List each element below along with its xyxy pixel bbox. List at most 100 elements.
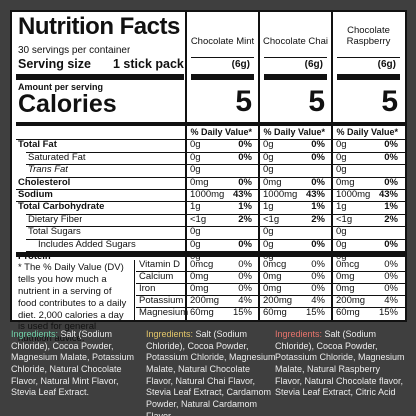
footnote-divider bbox=[134, 260, 135, 320]
flavor-thick-rule bbox=[264, 74, 327, 80]
column-divider bbox=[331, 12, 333, 320]
thick-rule-bottom bbox=[16, 252, 405, 257]
daily-value-header: % Daily Value* bbox=[263, 128, 325, 137]
mineral-amount: 0mcg bbox=[190, 260, 214, 270]
row-rule bbox=[16, 189, 405, 190]
thick-rule-top bbox=[16, 74, 184, 80]
nutrient-percent: 0% bbox=[311, 140, 325, 150]
ingredients-block: Ingredients: Salt (Sodium Chloride), Coc… bbox=[146, 329, 276, 416]
nutrient-amount: 0g bbox=[190, 165, 201, 175]
nutrient-percent: 0% bbox=[384, 239, 398, 250]
nutrient-percent: 0% bbox=[311, 177, 325, 188]
mineral-amount: 60mg bbox=[190, 308, 214, 318]
nutrient-amount: 0g bbox=[336, 227, 347, 237]
label-title: Nutrition Facts bbox=[18, 15, 180, 39]
nutrient-amount: <1g bbox=[263, 214, 280, 225]
nutrient-label: Cholesterol bbox=[18, 177, 71, 188]
ingredients-text: Salt (Sodium Chloride), Cocoa Powder, Po… bbox=[275, 329, 405, 398]
mineral-percent: 0% bbox=[311, 260, 325, 270]
mineral-percent: 0% bbox=[238, 272, 252, 282]
calories-label: Calories bbox=[18, 92, 117, 117]
flavor-thick-rule bbox=[191, 74, 254, 80]
mineral-amount: 60mg bbox=[336, 308, 360, 318]
mineral-amount: 0mcg bbox=[263, 260, 287, 270]
row-rule bbox=[26, 176, 405, 178]
mineral-label: Magnesium bbox=[139, 308, 189, 318]
nutrient-percent: 0% bbox=[311, 239, 325, 250]
nutrient-label: Total Sugars bbox=[28, 227, 81, 237]
nutrient-percent: 2% bbox=[311, 214, 325, 225]
nutrient-amount: 0g bbox=[190, 140, 201, 150]
row-rule bbox=[26, 151, 405, 153]
calories-value: 5 bbox=[381, 87, 398, 117]
nutrient-amount: 0g bbox=[190, 227, 201, 237]
mineral-percent: 0% bbox=[238, 284, 252, 294]
row-rule bbox=[26, 164, 405, 166]
column-divider bbox=[258, 12, 260, 320]
nutrient-percent: 43% bbox=[305, 190, 325, 200]
nutrient-label: Includes Added Sugars bbox=[38, 239, 136, 250]
nutrient-amount: 0g bbox=[263, 140, 274, 150]
serving-grams: (6g) bbox=[304, 60, 323, 70]
nutrient-percent: 0% bbox=[384, 152, 398, 163]
nutrient-percent: 0% bbox=[311, 152, 325, 163]
mineral-percent: 0% bbox=[384, 260, 398, 270]
row-rule bbox=[136, 283, 405, 284]
mineral-amount: 60mg bbox=[263, 308, 287, 318]
mineral-amount: 200mg bbox=[263, 296, 293, 306]
flavor-name: Chocolate Chai bbox=[263, 37, 328, 47]
flavor-name: Chocolate Raspberry bbox=[346, 26, 391, 47]
mineral-amount: 200mg bbox=[336, 296, 366, 306]
mineral-amount: 0mcg bbox=[336, 260, 360, 270]
nutrient-label: Total Fat bbox=[18, 140, 57, 150]
mineral-label: Vitamin D bbox=[139, 260, 181, 270]
daily-value-header: % Daily Value* bbox=[190, 128, 252, 137]
mineral-amount: 0mg bbox=[263, 284, 282, 294]
ingredients-text: Salt (Sodium Chloride), Cocoa Powder, Ma… bbox=[11, 329, 135, 398]
nutrient-percent: 0% bbox=[238, 239, 252, 250]
nutrient-amount: 1000mg bbox=[263, 190, 298, 200]
mineral-amount: 0mg bbox=[190, 284, 209, 294]
nutrient-percent: 43% bbox=[378, 190, 398, 200]
nutrient-amount: 0g bbox=[336, 140, 347, 150]
mineral-percent: 0% bbox=[384, 272, 398, 282]
ingredients-heading: Ingredients: bbox=[146, 329, 196, 339]
amount-per-serving: Amount per serving bbox=[18, 83, 104, 92]
nutrient-percent: 43% bbox=[232, 190, 252, 200]
nutrient-amount: 0mg bbox=[190, 177, 209, 188]
nutrient-amount: 0mg bbox=[263, 177, 282, 188]
nutrient-percent: 2% bbox=[384, 214, 398, 225]
ingredients-block: Ingredients: Salt (Sodium Chloride), Coc… bbox=[275, 329, 405, 399]
servings-per-container: 30 servings per container bbox=[18, 46, 131, 56]
mineral-label: Calcium bbox=[139, 272, 174, 282]
nutrient-percent: 0% bbox=[238, 140, 252, 150]
column-divider bbox=[185, 12, 187, 320]
row-rule bbox=[16, 139, 405, 141]
nutrient-label: Sodium bbox=[18, 190, 53, 200]
row-rule bbox=[26, 213, 405, 215]
nutrient-percent: 2% bbox=[238, 214, 252, 225]
ingredients-heading: Ingredients: bbox=[11, 329, 61, 339]
nutrient-label: Dietary Fiber bbox=[28, 214, 83, 225]
nutrient-percent: 1% bbox=[384, 202, 398, 212]
mineral-label: Potassium bbox=[139, 296, 184, 306]
mineral-percent: 4% bbox=[311, 296, 325, 306]
row-rule bbox=[26, 238, 405, 240]
flavor-thick-rule bbox=[337, 74, 400, 80]
mineral-percent: 4% bbox=[384, 296, 398, 306]
ingredients-text: Salt (Sodium Chloride), Cocoa Powder, Po… bbox=[146, 329, 276, 416]
row-rule bbox=[26, 251, 405, 252]
nutrient-percent: 0% bbox=[384, 177, 398, 188]
ingredients-heading: Ingredients: bbox=[275, 329, 325, 339]
serving-size-value: 1 stick pack bbox=[113, 58, 184, 71]
nutrient-amount: 0g bbox=[190, 152, 201, 163]
calories-value: 5 bbox=[235, 87, 252, 117]
mineral-amount: 200mg bbox=[190, 296, 220, 306]
serving-grams: (6g) bbox=[231, 60, 250, 70]
nutrient-percent: 0% bbox=[384, 140, 398, 150]
nutrient-amount: <1g bbox=[336, 214, 353, 225]
nutrient-percent: 1% bbox=[311, 202, 325, 212]
flavor-name: Chocolate Mint bbox=[190, 37, 255, 47]
mineral-amount: 0mg bbox=[263, 272, 282, 282]
mineral-percent: 0% bbox=[384, 284, 398, 294]
